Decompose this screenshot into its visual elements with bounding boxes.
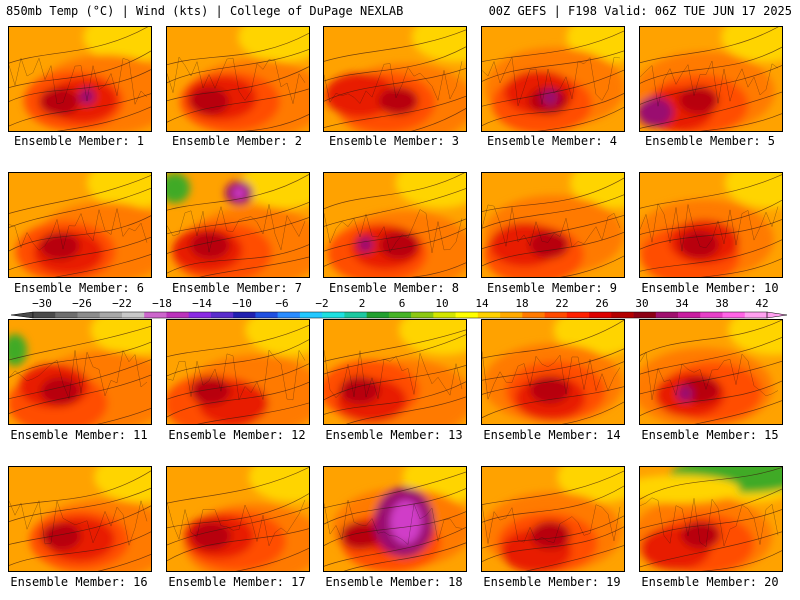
colorbar-segment [633,312,657,318]
colorbar-segment [210,312,234,318]
colorbar-segment [722,312,746,318]
ensemble-member-map [323,466,467,572]
ensemble-member-label: Ensemble Member: 20 [641,575,779,589]
colorbar-segment [500,312,523,318]
colorbar-segment [322,312,345,318]
ensemble-member-map [323,172,467,278]
colorbar-segment [477,312,501,318]
colorbar-segment [455,312,479,318]
ensemble-member-map [166,466,310,572]
colorbar-tick-label: 14 [475,297,489,310]
colorbar-segment [744,312,768,318]
colorbar-segment [255,312,278,318]
ensemble-member-map [166,319,310,425]
colorbar-tick-label: 2 [359,297,366,310]
ensemble-member-map [8,26,152,132]
ensemble-member-label: Ensemble Member: 4 [486,134,618,148]
colorbar-left-arrow [10,311,34,319]
colorbar-segment [655,312,679,318]
colorbar-tick-label: −30 [32,297,52,310]
ensemble-member-label: Ensemble Member: 11 [10,428,148,442]
ensemble-member-label: Ensemble Member: 10 [641,281,779,295]
ensemble-member-map [639,172,783,278]
ensemble-member-map [166,26,310,132]
colorbar-right-arrow [766,311,788,319]
ensemble-member-label: Ensemble Member: 7 [171,281,303,295]
ensemble-member-label: Ensemble Member: 8 [328,281,460,295]
colorbar-segment [544,312,568,318]
ensemble-member-map [323,26,467,132]
colorbar-tick-label: 34 [675,297,689,310]
ensemble-member-label: Ensemble Member: 2 [171,134,303,148]
ensemble-member-label: Ensemble Member: 17 [168,575,306,589]
colorbar-tick-label: 10 [435,297,448,310]
colorbar-tick-label: −14 [192,297,212,310]
ensemble-member-label: Ensemble Member: 19 [483,575,621,589]
ensemble-member-map [8,466,152,572]
colorbar-segment [233,312,256,318]
colorbar-tick-label: −6 [275,297,288,310]
colorbar-segment [299,312,323,318]
colorbar-segment [678,312,701,318]
ensemble-member-map [639,466,783,572]
colorbar-segment [277,312,301,318]
colorbar-segment [121,312,145,318]
colorbar-tick-label: −2 [315,297,328,310]
ensemble-member-map [323,319,467,425]
map-title: 850mb Temp (°C) | Wind (kts) | College o… [6,4,404,18]
colorbar-segment [33,312,56,318]
colorbar-segment [700,312,723,318]
colorbar-segment [589,312,612,318]
ensemble-member-map [639,319,783,425]
colorbar-segment [433,312,456,318]
colorbar-segment [166,312,189,318]
ensemble-member-label: Ensemble Member: 3 [328,134,460,148]
colorbar-tick-label: −10 [232,297,252,310]
ensemble-member-label: Ensemble Member: 6 [13,281,145,295]
ensemble-member-label: Ensemble Member: 9 [486,281,618,295]
colorbar-segment [566,312,590,318]
colorbar-segment [188,312,212,318]
ensemble-member-label: Ensemble Member: 15 [641,428,779,442]
ensemble-member-map [481,319,625,425]
colorbar-segment [99,312,123,318]
ensemble-member-map [166,172,310,278]
ensemble-member-label: Ensemble Member: 18 [325,575,463,589]
colorbar-tick-label: 6 [399,297,406,310]
ensemble-member-label: Ensemble Member: 1 [13,134,145,148]
ensemble-member-label: Ensemble Member: 5 [644,134,776,148]
ensemble-member-map [639,26,783,132]
ensemble-member-label: Ensemble Member: 16 [10,575,148,589]
colorbar-tick-label: 38 [715,297,728,310]
ensemble-member-map [481,172,625,278]
ensemble-member-label: Ensemble Member: 12 [168,428,306,442]
ensemble-member-map [481,26,625,132]
colorbar-segment [522,312,545,318]
colorbar-tick-label: 18 [515,297,528,310]
colorbar-tick-label: −18 [152,297,172,310]
ensemble-member-label: Ensemble Member: 14 [483,428,621,442]
colorbar-segment [55,312,78,318]
colorbar-segment [411,312,434,318]
colorbar-tick-label: −22 [112,297,132,310]
colorbar-tick-label: 42 [755,297,768,310]
colorbar-segment [144,312,167,318]
colorbar-tick-label: 26 [595,297,608,310]
colorbar-tick-label: 22 [555,297,568,310]
ensemble-member-map [8,319,152,425]
colorbar-segment [611,312,634,318]
colorbar-segment [344,312,367,318]
ensemble-member-label: Ensemble Member: 13 [325,428,463,442]
temperature-colorbar: −30 −26 −22 −18 −14 −10 −6 −2 2 6 10 14 18 22 26 30 34 38… [10,297,788,319]
colorbar-tick-label: −26 [72,297,92,310]
colorbar-segment [366,312,390,318]
ensemble-member-map [481,466,625,572]
ensemble-member-map [8,172,152,278]
colorbar-segment [388,312,412,318]
colorbar-tick-label: 30 [635,297,648,310]
colorbar-segment [77,312,101,318]
valid-time: 00Z GEFS | F198 Valid: 06Z TUE JUN 17 20… [488,4,792,18]
